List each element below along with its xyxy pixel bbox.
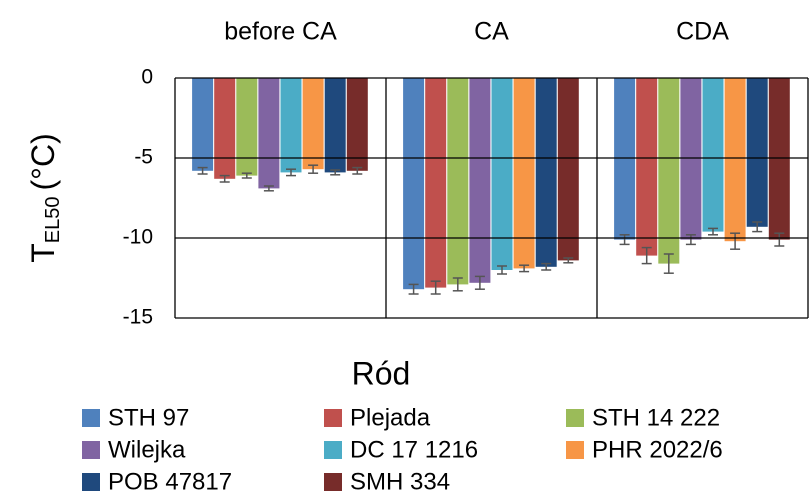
legend-label: STH 97 bbox=[108, 404, 189, 431]
bar bbox=[280, 78, 302, 173]
error-bar bbox=[708, 227, 718, 236]
error-bar bbox=[452, 277, 463, 292]
bar bbox=[403, 78, 425, 290]
bar bbox=[557, 78, 579, 261]
bar bbox=[636, 78, 658, 256]
category-label: CA bbox=[474, 18, 509, 46]
bar bbox=[513, 78, 535, 269]
y-title-main: T bbox=[25, 243, 61, 263]
y-title-unit: (°C) bbox=[25, 133, 61, 190]
error-bar bbox=[685, 234, 696, 246]
legend-swatch bbox=[324, 473, 342, 491]
error-bar bbox=[641, 246, 652, 265]
error-bar bbox=[308, 164, 319, 174]
error-bar bbox=[263, 185, 274, 192]
y-tick-label: -15 bbox=[123, 306, 153, 329]
bar bbox=[535, 78, 557, 267]
legend-swatch bbox=[82, 441, 100, 459]
legend-label: DC 17 1216 bbox=[350, 436, 478, 463]
legend-swatch bbox=[82, 473, 100, 491]
bar bbox=[258, 78, 280, 189]
error-bar bbox=[241, 172, 252, 179]
legend-label: Plejada bbox=[350, 404, 431, 431]
bar bbox=[614, 78, 636, 240]
error-bar bbox=[219, 174, 230, 183]
legend-swatch bbox=[324, 409, 342, 427]
legend-label: STH 14 222 bbox=[592, 404, 720, 431]
bar bbox=[425, 78, 447, 288]
y-axis-title: TEL50 (°C) bbox=[25, 133, 64, 262]
error-bar bbox=[541, 262, 552, 271]
error-bar bbox=[730, 232, 741, 250]
legend-swatch bbox=[566, 441, 584, 459]
bar bbox=[491, 78, 513, 270]
bar bbox=[324, 78, 346, 173]
error-bar bbox=[430, 280, 441, 295]
bar bbox=[302, 78, 324, 170]
error-bar bbox=[519, 264, 530, 273]
error-bar bbox=[563, 257, 574, 264]
category-label: before CA bbox=[224, 18, 337, 46]
error-bar bbox=[286, 168, 296, 177]
bar bbox=[702, 78, 724, 232]
bar bbox=[214, 78, 236, 179]
error-bar bbox=[197, 166, 208, 175]
bar bbox=[447, 78, 469, 285]
legend-label: PHR 2022/6 bbox=[592, 436, 723, 463]
error-bar bbox=[408, 283, 419, 295]
legend-swatch bbox=[324, 441, 342, 459]
bar bbox=[724, 78, 746, 242]
error-bar bbox=[663, 253, 674, 274]
error-bar bbox=[474, 275, 485, 290]
error-bar bbox=[774, 232, 785, 247]
x-axis-title: Ród bbox=[352, 355, 411, 391]
bar bbox=[768, 78, 790, 240]
error-bar bbox=[752, 221, 763, 233]
legend-label: Wilejka bbox=[108, 436, 186, 463]
category-label: CDA bbox=[676, 18, 729, 46]
bar bbox=[346, 78, 368, 171]
error-bar bbox=[497, 265, 507, 275]
error-bar bbox=[619, 234, 630, 246]
bar bbox=[680, 78, 702, 240]
bar bbox=[192, 78, 214, 171]
y-tick-label: 0 bbox=[141, 66, 153, 89]
legend-label: SMH 334 bbox=[350, 468, 450, 495]
error-bar bbox=[352, 166, 363, 175]
bar bbox=[469, 78, 491, 283]
y-tick-label: -5 bbox=[134, 146, 153, 169]
y-title-sub: EL50 bbox=[42, 196, 64, 243]
legend-label: POB 47817 bbox=[108, 468, 232, 495]
bar bbox=[746, 78, 768, 227]
error-bar bbox=[330, 169, 341, 176]
legend-swatch bbox=[82, 409, 100, 427]
bar bbox=[236, 78, 258, 176]
legend-swatch bbox=[566, 409, 584, 427]
y-tick-label: -10 bbox=[123, 226, 153, 249]
bar bbox=[658, 78, 680, 264]
